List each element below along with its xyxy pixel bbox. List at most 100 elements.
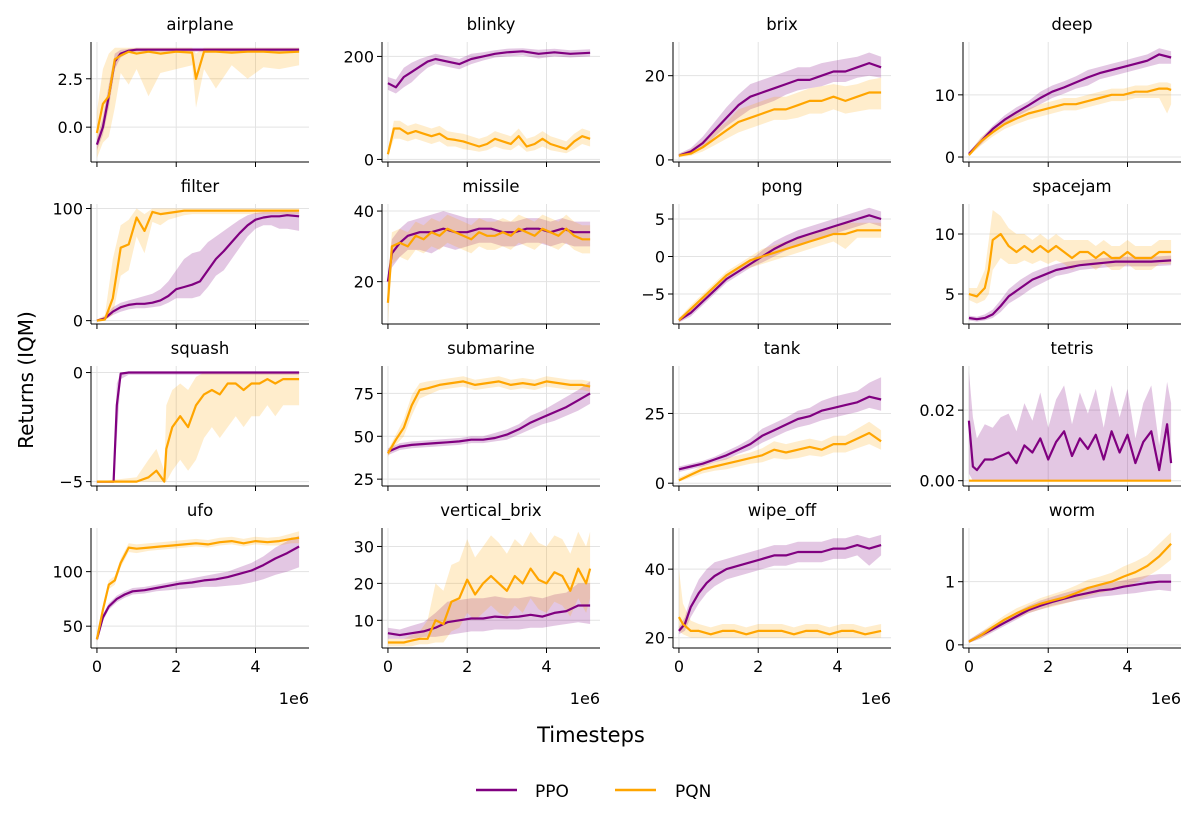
y-tick-label: 40 [354,202,374,221]
line-pqn-brix [678,91,882,157]
line-ppo-vertical_brix [387,604,591,637]
line-ppo-ufo [95,545,300,640]
y-tick-label: 20 [354,273,374,292]
band-pqn-deep [968,82,1172,157]
y-tick-label: 0 [655,474,665,493]
line-pqn-filter [96,209,300,322]
band-ppo-vertical_brix [387,583,591,639]
y-tick-label: 0 [73,364,83,383]
y-tick-label: 10 [935,225,955,244]
band-ppo-tetris [968,371,1172,481]
legend: PPO PQN [476,782,711,802]
y-tick-label: 0 [945,148,955,167]
y-tick-label: 100 [52,563,83,582]
x-tick-label: 4 [541,657,551,676]
subplot-title: tetris [1050,339,1093,358]
y-tick-label: 50 [354,427,374,446]
y-tick-label: 30 [354,537,374,556]
y-tick-label: 50 [63,617,83,636]
band-ppo-wipe_off [678,534,882,635]
y-tick-label: 0.02 [919,401,955,420]
x-tick-label: 0 [92,657,102,676]
subplot-title: missile [462,177,519,196]
y-tick-label: 5 [655,210,665,229]
line-pqn-deep [968,87,1172,156]
band-pqn-filter [96,208,300,321]
y-tick-label: 0 [655,248,665,267]
x-tick-label: 4 [250,657,260,676]
x-tick-label: 2 [1043,657,1053,676]
line-pqn-pong [678,229,882,322]
y-tick-label: 25 [354,470,374,489]
y-tick-label: 20 [645,629,665,648]
y-tick-label: 10 [354,611,374,630]
line-pqn-wipe_off [677,616,882,636]
y-tick-label: 0 [364,150,374,169]
subplot-title: squash [171,339,230,358]
y-tick-label: 200 [343,47,374,66]
line-ppo-pong [678,214,882,322]
subplot-grid: 0.02.5airplane0200blinky020brix010deep01… [52,15,1181,708]
line-pqn-tank [678,431,882,482]
band-pqn-pong [678,222,882,323]
figure-x-axis-label: Timesteps [536,723,645,747]
x-tick-label: 2 [462,657,472,676]
y-tick-label: 40 [645,560,665,579]
subplot-worm: 0 1 0 2 4 1e6 worm [945,501,1181,708]
subplot-title: pong [761,177,803,196]
subplot-blinky: 0 200 blinky [343,15,600,169]
band-ppo-filter [96,210,300,321]
subplot-title: ufo [187,501,213,520]
line-ppo-tank [678,395,882,471]
band-ppo-brix [678,52,882,157]
x-axis-multiplier: 1e6 [279,689,309,708]
line-pqn-ufo [95,536,300,640]
band-pqn-ufo [96,531,300,642]
y-tick-label: 20 [645,67,665,86]
y-tick-label: 1 [945,573,955,592]
subplot-deep: 0 10 deep [935,15,1181,167]
subplot-tank: 0 25 tank [645,339,891,493]
y-tick-label: 10 [935,86,955,105]
legend-ppo-label: PPO [535,782,569,802]
x-tick-label: 4 [1122,657,1132,676]
x-tick-label: 4 [832,657,842,676]
line-pqn-airplane [95,50,300,134]
band-pqn-squash [96,372,300,482]
y-tick-label: 75 [354,384,374,403]
subplot-title: spacejam [1032,177,1111,196]
line-pqn-spacejam [968,232,1172,298]
band-pqn-missile [387,214,591,324]
line-ppo-tetris [967,420,1173,472]
subplot-title: tank [764,339,801,358]
subplot-filter: 0 100 filter [52,177,309,331]
legend-pqn-label: PQN [675,782,711,802]
y-tick-label: 0 [655,151,665,170]
band-ppo-submarine [387,381,591,456]
subplot-vertical_brix: 10 20 30 0 2 4 1e6 vertical_brix [354,501,600,708]
x-tick-label: 2 [171,657,181,676]
y-tick-label: 25 [645,404,665,423]
band-pqn-blinky [387,120,591,157]
subplot-title: submarine [447,339,535,358]
band-pqn-airplane [96,47,300,159]
line-ppo-spacejam [968,259,1172,321]
subplot-tetris: 0.00 0.02 tetris [919,339,1181,491]
subplot-title: brix [766,15,798,34]
subplot-title: blinky [467,15,516,34]
subplot-ufo: 50 100 0 2 4 1e6 ufo [52,501,309,708]
x-axis-multiplier: 1e6 [861,689,891,708]
y-tick-label: 0 [945,636,955,655]
line-ppo-submarine [387,392,591,453]
line-ppo-worm [968,580,1172,643]
subplot-title: vertical_brix [440,501,542,521]
line-pqn-vertical_brix [387,567,592,644]
line-ppo-blinky [387,50,591,89]
line-pqn-worm [968,543,1172,643]
x-tick-label: 2 [753,657,763,676]
y-tick-label: 0 [73,312,83,331]
subplot-pong: −5 0 5 pong [641,177,891,329]
y-tick-label: 20 [354,574,374,593]
figure-y-axis-label: Returns (IQM) [14,311,38,449]
